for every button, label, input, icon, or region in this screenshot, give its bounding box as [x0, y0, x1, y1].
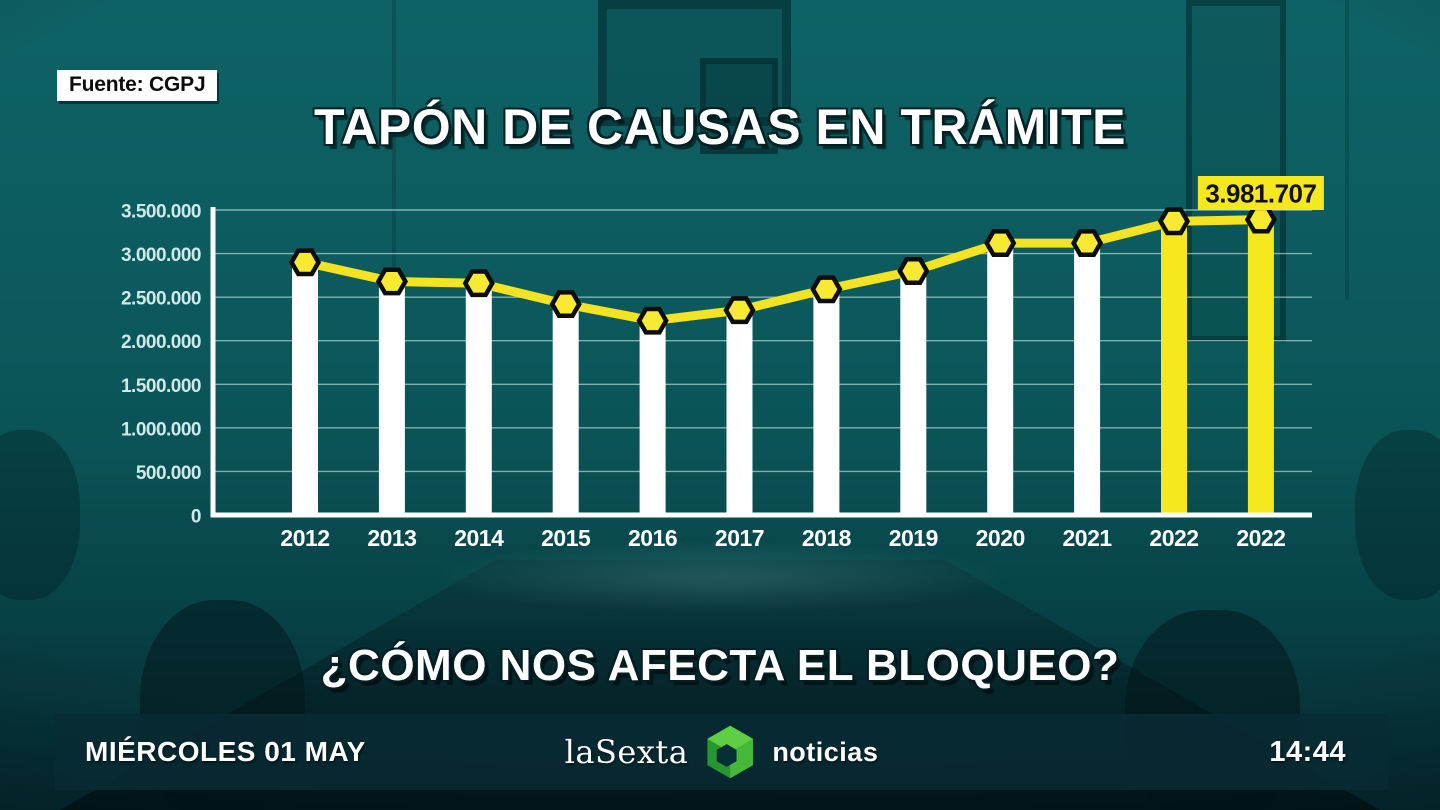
x-axis-tick-label: 2016: [628, 525, 677, 551]
bottom-headline: ¿CÓMO NOS AFECTA EL BLOQUEO?: [320, 641, 1120, 690]
y-axis-tick-label: 1.500.000: [121, 376, 201, 397]
bar-2022: [1247, 219, 1274, 516]
x-axis-tick-label: 2022: [1236, 525, 1285, 551]
program-name: noticias: [772, 736, 879, 767]
x-axis-tick-label: 2012: [280, 525, 329, 551]
channel-brand: laSexta noticias: [565, 719, 879, 785]
data-point-marker: [288, 248, 322, 277]
broadcast-time: 14:44: [1269, 735, 1346, 768]
value-callout-box: [1197, 176, 1324, 210]
y-axis-tick-label: 2.000.000: [121, 332, 201, 353]
bar-2015: [552, 304, 579, 515]
bar-2021: [1074, 243, 1101, 515]
value-callout-label: 3.981.707: [1205, 179, 1316, 209]
x-axis-tick-label: 2022: [1149, 525, 1198, 551]
data-point-marker: [723, 296, 756, 325]
x-axis-tick-label: 2021: [1063, 525, 1113, 551]
x-axis-tick-label: 2013: [367, 525, 416, 551]
y-axis-tick-label: 3.000.000: [121, 245, 201, 266]
source-badge: Fuente: CGPJ: [57, 70, 218, 101]
data-point-marker: [1244, 205, 1277, 234]
x-axis-tick-label: 2014: [454, 525, 504, 551]
chart-title: TAPÓN DE CAUSAS EN TRÁMITE: [313, 99, 1127, 155]
data-point-marker: [1071, 229, 1104, 258]
y-axis-tick-label: 3.500.000: [121, 202, 201, 223]
y-axis-tick-label: 0: [191, 507, 201, 528]
x-axis-tick-label: 2015: [541, 525, 591, 551]
hexagon-6-icon: [707, 725, 754, 779]
x-axis-tick-label: 2019: [889, 525, 938, 551]
bar-2019: [900, 271, 927, 515]
bar-2014: [465, 283, 492, 515]
bar-2016: [639, 320, 666, 515]
data-point-marker: [375, 267, 409, 296]
bar-2017: [726, 310, 753, 515]
bar-2018: [813, 289, 840, 515]
y-axis-tick-label: 500.000: [136, 463, 201, 484]
x-axis-tick-label: 2018: [802, 525, 852, 551]
x-axis-tick-label: 2017: [715, 525, 764, 551]
bar-2012: [292, 262, 318, 515]
data-point-marker: [636, 306, 669, 335]
data-point-marker: [897, 257, 930, 285]
bar-2022: [1161, 221, 1187, 516]
lower-third-band: MIÉRCOLES 01 MAY laSexta noticias 14:44: [55, 714, 1388, 790]
broadcast-date: MIÉRCOLES 01 MAY: [85, 736, 366, 767]
data-point-marker: [462, 269, 495, 298]
x-axis-tick-label: 2020: [976, 525, 1025, 551]
lasexta-wordmark: laSexta: [564, 733, 689, 771]
y-axis-tick-label: 1.000.000: [121, 419, 201, 440]
data-point-marker: [984, 229, 1017, 258]
y-axis-tick-label: 2.500.000: [121, 289, 201, 310]
data-point-marker: [810, 275, 843, 304]
data-point-marker: [1157, 207, 1191, 236]
bar-2020: [987, 243, 1014, 515]
trend-line: [304, 215, 1261, 326]
bar-2013: [378, 281, 405, 515]
data-point-marker: [549, 290, 582, 319]
